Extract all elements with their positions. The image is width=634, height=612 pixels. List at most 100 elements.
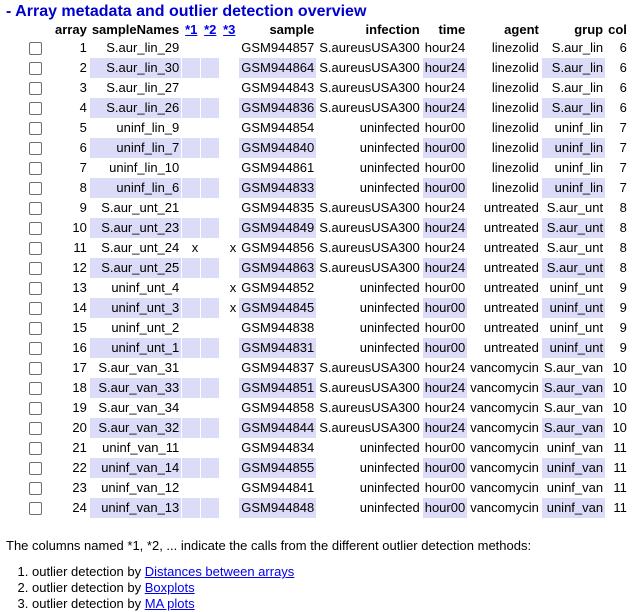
row-checkbox[interactable]	[29, 322, 42, 336]
row-checkbox[interactable]	[29, 202, 42, 216]
sample-id: GSM944852	[241, 280, 315, 295]
row-select-cell	[5, 238, 52, 258]
agent-value: linezolid	[491, 180, 539, 195]
row-checkbox[interactable]	[29, 302, 42, 316]
table-body: 1 S.aur_lin_29 GSM944857 S.aureusUSA300 hour…	[5, 38, 629, 518]
agent-value: linezolid	[491, 80, 539, 95]
array-number: 8	[79, 180, 87, 195]
row-checkbox[interactable]	[29, 502, 42, 516]
method-1-flag	[182, 358, 200, 378]
method-3-flag: x	[229, 300, 237, 315]
row-checkbox[interactable]	[29, 142, 42, 156]
method-2-flag	[201, 98, 220, 118]
method-3-link[interactable]: *3	[223, 22, 236, 37]
method-2-flag	[201, 418, 220, 438]
row-checkbox[interactable]	[29, 382, 42, 396]
infection-value: S.aureusUSA300	[319, 420, 420, 435]
agent-value: linezolid	[491, 160, 539, 175]
agent-value: untreated	[483, 280, 539, 295]
array-number: 24	[72, 500, 87, 515]
time-value: hour24	[424, 360, 466, 375]
row-checkbox[interactable]	[29, 462, 42, 476]
page-title: - Array metadata and outlier detection o…	[6, 3, 367, 20]
method-1-flag	[182, 218, 201, 238]
method-3-flag: x	[229, 280, 237, 295]
metadata-table: array sampleNames *1 *2 *3 sample infect…	[4, 21, 630, 518]
row-checkbox[interactable]	[29, 82, 42, 96]
infection-value: S.aureusUSA300	[319, 380, 420, 395]
sample-name: S.aur_unt_21	[101, 200, 180, 215]
infection-value: uninfected	[359, 480, 420, 495]
col-header-array: array	[55, 22, 87, 37]
method-2-flag	[201, 138, 220, 158]
method-link[interactable]: Distances between arrays	[144, 564, 295, 579]
row-checkbox[interactable]	[29, 422, 42, 436]
sample-name: uninf_lin_9	[116, 120, 180, 135]
method-link[interactable]: MA plots	[144, 596, 195, 611]
sample-id: GSM944858	[241, 400, 315, 415]
sample-id: GSM944864	[239, 58, 317, 78]
sample-id: GSM944845	[239, 298, 317, 318]
time-value: hour24	[424, 200, 466, 215]
sample-name: uninf_lin_7	[89, 138, 182, 158]
row-checkbox[interactable]	[29, 442, 42, 456]
col-value: 6	[619, 100, 627, 115]
col-value: 9	[619, 320, 627, 335]
grup-value: uninf_lin	[541, 138, 606, 158]
array-number: 15	[72, 320, 87, 335]
method-2-flag	[201, 158, 219, 178]
method-link[interactable]: Boxplots	[144, 580, 195, 595]
array-number: 18	[72, 380, 87, 395]
method-1-flag	[182, 318, 200, 338]
method-1-link[interactable]: *1	[185, 22, 198, 37]
col-header-method-3: *3	[220, 21, 238, 38]
row-checkbox[interactable]	[29, 162, 42, 176]
sample-name: S.aur_van_31	[98, 360, 180, 375]
row-checkbox[interactable]	[29, 342, 42, 356]
method-3-flag	[220, 178, 238, 198]
agent-value: vancomycin	[470, 400, 539, 415]
col-value: 10	[612, 400, 627, 415]
method-2-flag	[201, 298, 220, 318]
method-2-link[interactable]: *2	[204, 22, 217, 37]
row-checkbox[interactable]	[29, 42, 42, 56]
infection-value: uninfected	[359, 160, 420, 175]
row-checkbox[interactable]	[29, 402, 42, 416]
grup-value: uninf_unt	[549, 320, 604, 335]
agent-value: linezolid	[491, 40, 539, 55]
row-select-cell	[5, 78, 52, 98]
row-select-cell	[5, 498, 52, 518]
method-1-flag	[182, 178, 201, 198]
table-row: 8 uninf_lin_6 GSM944833 uninfected hour00 lin…	[5, 178, 629, 198]
row-select-cell	[5, 158, 52, 178]
method-1-flag	[182, 58, 201, 78]
sample-id: GSM944849	[239, 218, 317, 238]
method-1-flag	[182, 118, 200, 138]
method-1-flag	[182, 278, 200, 298]
row-checkbox[interactable]	[29, 262, 42, 276]
row-checkbox[interactable]	[29, 62, 42, 76]
col-header-agent: agent	[504, 22, 539, 37]
row-checkbox[interactable]	[29, 242, 42, 256]
grup-value: S.aur_lin	[551, 40, 604, 55]
table-row: 5 uninf_lin_9 GSM944854 uninfected hour00 lin…	[5, 118, 629, 138]
method-1-flag: x	[191, 240, 199, 255]
row-select-cell	[5, 338, 52, 358]
agent-value: vancomycin	[470, 360, 539, 375]
table-row: 23 uninf_van_12 GSM944841 uninfected hour00 v…	[5, 478, 629, 498]
row-checkbox[interactable]	[29, 122, 42, 136]
table-row: 1 S.aur_lin_29 GSM944857 S.aureusUSA300 hour…	[5, 38, 629, 58]
row-checkbox[interactable]	[29, 222, 42, 236]
row-checkbox[interactable]	[29, 282, 42, 296]
row-checkbox[interactable]	[29, 482, 42, 496]
array-number: 7	[79, 160, 87, 175]
row-select-cell	[5, 438, 52, 458]
row-checkbox[interactable]	[29, 182, 42, 196]
sample-name: S.aur_unt_24	[101, 240, 180, 255]
method-2-flag	[201, 318, 219, 338]
row-checkbox[interactable]	[29, 102, 42, 116]
col-header-col: col	[608, 22, 627, 37]
row-checkbox[interactable]	[29, 362, 42, 376]
method-2-flag	[201, 358, 219, 378]
sample-name: uninf_unt_4	[111, 280, 180, 295]
